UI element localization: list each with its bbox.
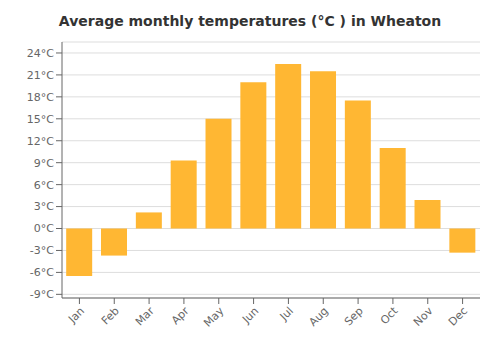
svg-text:Sep: Sep (342, 304, 366, 328)
svg-text:Dec: Dec (446, 304, 470, 328)
svg-text:18°C: 18°C (27, 91, 54, 104)
svg-text:0°C: 0°C (34, 222, 54, 235)
svg-text:Apr: Apr (169, 304, 192, 327)
svg-text:9°C: 9°C (34, 157, 54, 170)
svg-text:-6°C: -6°C (30, 266, 54, 279)
svg-text:Jan: Jan (65, 304, 87, 326)
svg-text:21°C: 21°C (27, 69, 54, 82)
svg-text:24°C: 24°C (27, 47, 54, 60)
svg-text:Nov: Nov (411, 304, 436, 329)
svg-text:15°C: 15°C (27, 113, 54, 126)
svg-text:12°C: 12°C (27, 135, 54, 148)
svg-text:May: May (201, 304, 227, 330)
svg-text:6°C: 6°C (34, 179, 54, 192)
svg-text:Mar: Mar (133, 304, 157, 328)
svg-text:Aug: Aug (307, 304, 331, 328)
svg-text:3°C: 3°C (34, 200, 54, 213)
svg-text:-3°C: -3°C (30, 244, 54, 257)
svg-text:-9°C: -9°C (30, 288, 54, 301)
svg-text:Oct: Oct (378, 304, 401, 327)
svg-text:Feb: Feb (99, 304, 122, 327)
html-text:Average monthly temperatures (: Average monthly temperatures (°C ) in Wh… (58, 13, 442, 29)
svg-text:Jun: Jun (239, 304, 261, 326)
svg-text:Jul: Jul (277, 304, 296, 323)
